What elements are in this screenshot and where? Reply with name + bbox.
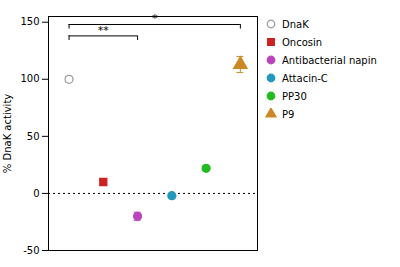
- html-text:PP30: PP30: [282, 90, 307, 102]
- svg-text:50: 50: [27, 131, 40, 142]
- svg-text:% DnaK activity: % DnaK activity: [2, 94, 13, 174]
- html-text:Antibacterial napin: Antibacterial napin: [282, 54, 377, 66]
- svg-text:0: 0: [33, 188, 39, 199]
- svg-text:-50: -50: [23, 245, 39, 256]
- svg-text:*: *: [152, 12, 158, 25]
- svg-text:**: **: [98, 24, 110, 37]
- svg-text:100: 100: [20, 73, 39, 84]
- svg-text:150: 150: [20, 16, 39, 27]
- html-text:Attacin-C: Attacin-C: [282, 72, 328, 84]
- html-text:Oncosin: Oncosin: [282, 36, 323, 48]
- html-text:P9: P9: [282, 108, 295, 120]
- html-text:DnaK: DnaK: [282, 18, 309, 30]
